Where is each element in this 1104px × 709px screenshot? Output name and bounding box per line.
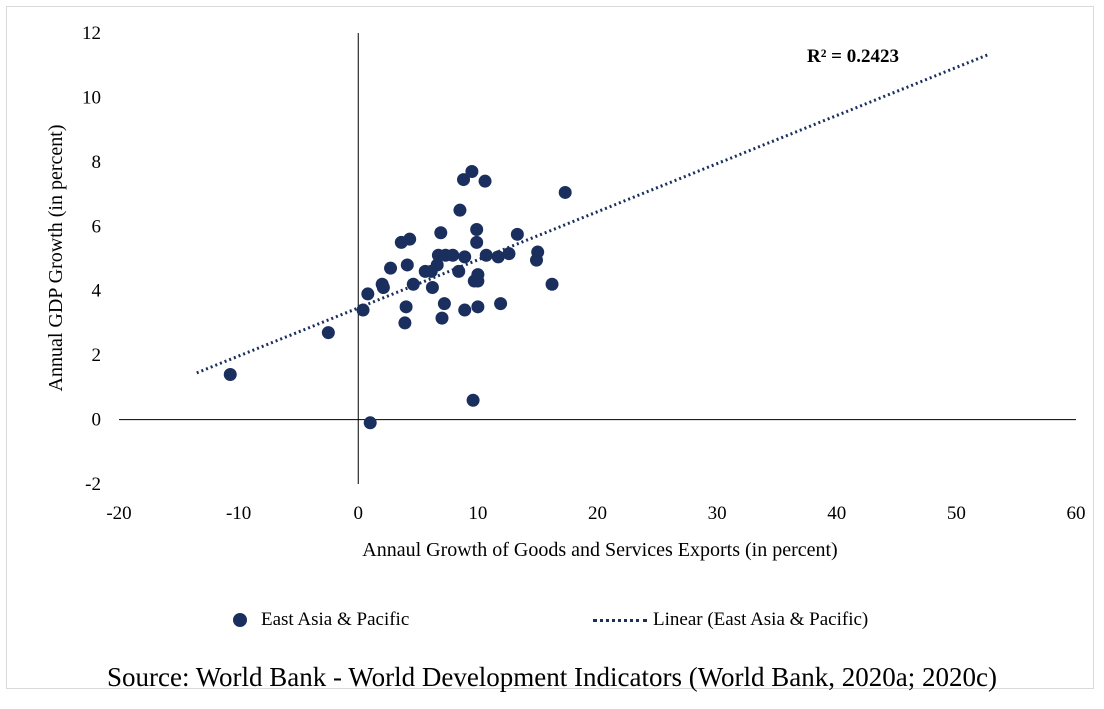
data-point	[510, 227, 524, 241]
r-squared-annotation: R² = 0.2423	[807, 46, 899, 67]
data-point	[502, 247, 516, 261]
data-point	[491, 250, 505, 264]
data-point	[403, 232, 417, 246]
data-point	[558, 185, 572, 199]
y-axis-label: Annual GDP Growth (in percent)	[45, 125, 67, 392]
y-tick-label: 10	[82, 87, 101, 108]
legend-label-scatter: East Asia & Pacific	[261, 609, 410, 630]
data-point	[471, 268, 485, 282]
y-tick-label: 2	[92, 345, 102, 366]
data-point	[425, 280, 439, 294]
y-tick-labels: -2 0 2 4 6 8 10 12	[82, 23, 102, 495]
x-tick-label: 10	[468, 503, 487, 524]
data-point	[363, 416, 377, 430]
data-point	[458, 303, 472, 317]
axes	[119, 33, 1076, 484]
data-point	[470, 223, 484, 237]
data-point	[398, 316, 412, 330]
data-point	[531, 245, 545, 259]
data-point	[376, 280, 390, 294]
x-tick-label: 0	[354, 503, 364, 524]
trendline-layer	[196, 52, 991, 375]
data-point	[453, 203, 467, 217]
y-tick-label: 6	[92, 216, 102, 237]
legend-marker-dotted-line	[593, 618, 647, 622]
data-point	[470, 235, 484, 249]
data-point	[458, 250, 472, 264]
data-point	[437, 297, 451, 311]
legend-label-trendline: Linear (East Asia & Pacific)	[653, 609, 869, 630]
data-point	[384, 261, 398, 275]
scatter-points	[223, 165, 572, 430]
data-point	[399, 300, 413, 314]
legend-item-scatter: East Asia & Pacific	[233, 605, 409, 635]
x-tick-label: -20	[106, 503, 131, 524]
data-point	[356, 303, 370, 317]
x-tick-label: 50	[947, 503, 966, 524]
data-point	[223, 367, 237, 381]
x-axis-label: Annaul Growth of Goods and Services Expo…	[362, 539, 837, 561]
chart-frame	[6, 6, 1094, 689]
x-tick-label: 30	[708, 503, 727, 524]
legend-marker-dot	[233, 613, 247, 627]
legend-item-trendline: Linear (East Asia & Pacific)	[593, 605, 868, 635]
y-tick-label: 8	[92, 152, 102, 173]
data-point	[435, 311, 449, 325]
data-point	[471, 300, 485, 314]
data-point	[494, 297, 508, 311]
data-point	[400, 258, 414, 272]
x-tick-label: -10	[226, 503, 251, 524]
data-point	[452, 264, 466, 278]
data-point	[446, 248, 460, 262]
data-point	[478, 174, 492, 188]
data-point	[457, 173, 471, 187]
data-point	[545, 277, 559, 291]
source-note: Source: World Bank - World Development I…	[106, 662, 998, 692]
y-tick-label: 0	[92, 410, 102, 431]
y-tick-label: -2	[85, 474, 101, 495]
y-tick-label: 12	[82, 23, 101, 44]
x-tick-label: 40	[827, 503, 846, 524]
trendline	[196, 52, 991, 375]
x-tick-label: 60	[1067, 503, 1086, 524]
data-point	[361, 287, 375, 301]
data-point	[406, 277, 420, 291]
x-tick-labels: -20 -10 0 10 20 30 40 50 60	[106, 503, 1085, 524]
x-tick-label: 20	[588, 503, 607, 524]
data-point	[479, 248, 493, 262]
data-point	[321, 326, 335, 340]
data-point	[430, 258, 444, 272]
data-point	[466, 393, 480, 407]
data-point	[465, 165, 479, 179]
y-tick-label: 4	[92, 281, 102, 302]
data-point	[434, 226, 448, 240]
